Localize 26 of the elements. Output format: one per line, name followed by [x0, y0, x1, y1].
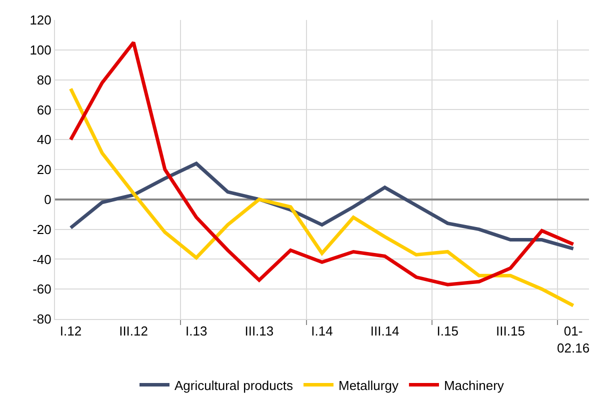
x-tick-label: III.13 — [244, 324, 274, 339]
x-tick-label: III.15 — [496, 324, 525, 339]
legend-label: Agricultural products — [174, 378, 294, 393]
legend-label: Machinery — [444, 378, 504, 393]
x-tick-label: I.14 — [311, 324, 333, 339]
y-tick-label: 60 — [36, 102, 52, 118]
y-tick-label: -60 — [32, 282, 52, 297]
line-series — [68, 40, 576, 286]
y-tick-label: -40 — [32, 252, 52, 267]
line-series — [68, 162, 576, 250]
y-tick-label: -20 — [32, 222, 52, 237]
y-tick-label: 120 — [30, 12, 52, 28]
line-series — [68, 87, 576, 308]
y-tick-label: 80 — [36, 72, 52, 88]
y-tick-label: 40 — [36, 132, 52, 148]
x-tick-label: I.12 — [60, 324, 82, 339]
x-tick-label: I.13 — [186, 324, 208, 339]
x-tick-label: III.12 — [119, 324, 148, 339]
legend-label: Metallurgy — [338, 378, 399, 393]
y-tick-label: 100 — [30, 42, 52, 58]
y-tick-label: 0 — [44, 192, 52, 207]
y-tick-label: 20 — [36, 162, 52, 178]
x-tick-label: III.14 — [370, 324, 400, 339]
x-tick-label: I.15 — [436, 324, 458, 339]
y-tick-label: -80 — [32, 312, 52, 327]
x-tick-label: 01- 02.16 — [557, 324, 590, 356]
